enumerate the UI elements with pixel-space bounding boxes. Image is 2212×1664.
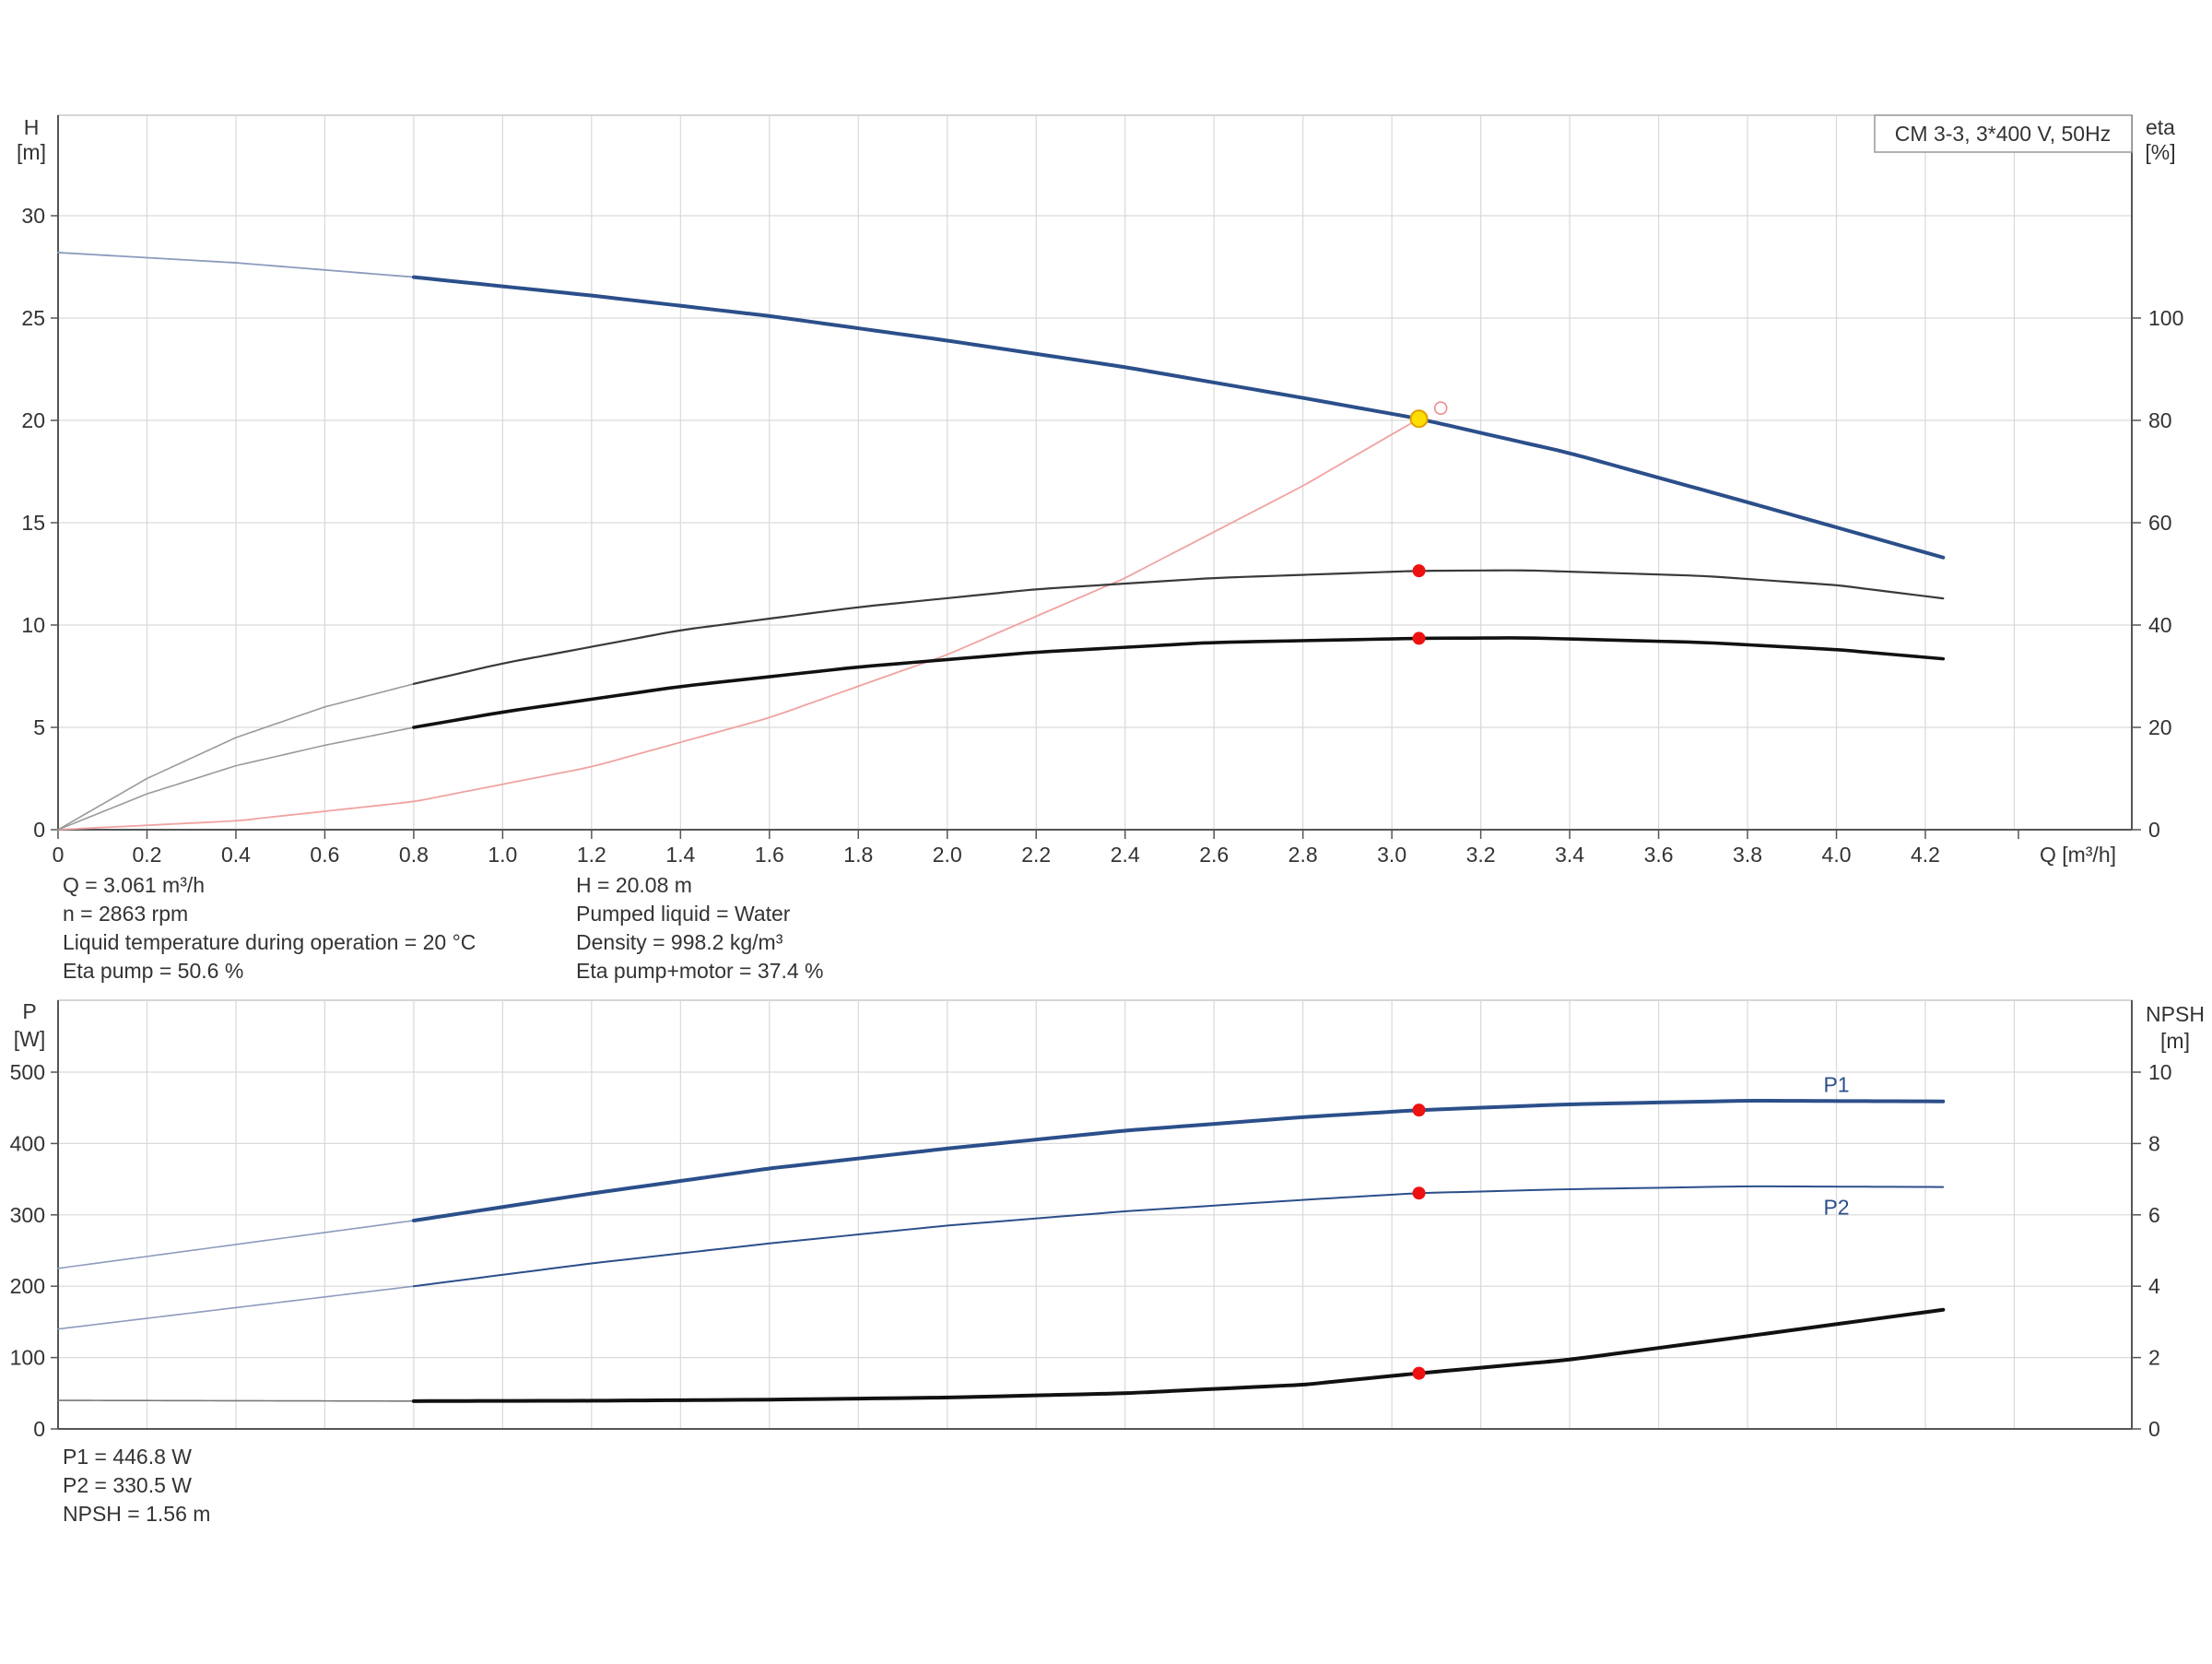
x-tick-label: 2.4 bbox=[1111, 843, 1140, 867]
operating-point-marker bbox=[1409, 409, 1429, 429]
x-tick-label: 0.4 bbox=[221, 843, 251, 867]
y-left-tick-label: 20 bbox=[21, 408, 45, 432]
x-tick-label: 1.0 bbox=[488, 843, 517, 867]
y-left-tick-label: 0 bbox=[33, 818, 45, 842]
y-left-tick-label: 25 bbox=[21, 306, 45, 330]
x-tick-label: 2.8 bbox=[1288, 843, 1318, 867]
info-p1: P1 = 446.8 W bbox=[63, 1445, 192, 1469]
info-eta-pump-motor: Eta pump+motor = 37.4 % bbox=[576, 959, 824, 983]
x-tick-label: 1.6 bbox=[755, 843, 784, 867]
info-p2: P2 = 330.5 W bbox=[63, 1473, 192, 1497]
bottom-y-right-tick-label: 10 bbox=[2148, 1060, 2172, 1084]
x-tick-label: 3.0 bbox=[1377, 843, 1406, 867]
x-tick-label: 1.8 bbox=[843, 843, 873, 867]
info-flow: Q = 3.061 m³/h bbox=[63, 873, 206, 897]
y-left-axis-title: H bbox=[24, 115, 40, 139]
x-tick-label: 2.6 bbox=[1199, 843, 1229, 867]
x-tick-label: 1.4 bbox=[665, 843, 695, 867]
p2-curve-line bbox=[412, 1185, 1945, 1288]
y-right-tick-label: 20 bbox=[2148, 715, 2172, 739]
bottom-y-right-tick-label: 4 bbox=[2148, 1274, 2160, 1298]
info-speed: n = 2863 rpm bbox=[63, 902, 189, 926]
x-tick-label: 1.2 bbox=[577, 843, 606, 867]
bottom-y-left-axis-title: P bbox=[22, 999, 36, 1023]
bottom-y-left-tick-label: 500 bbox=[10, 1060, 45, 1084]
x-tick-label: 3.8 bbox=[1733, 843, 1762, 867]
bottom-y-left-tick-label: 0 bbox=[33, 1417, 45, 1441]
bottom-y-left-tick-label: 300 bbox=[10, 1203, 45, 1227]
x-axis-label: Q [m³/h] bbox=[2040, 843, 2116, 867]
info-pumped-liquid: Pumped liquid = Water bbox=[576, 902, 791, 926]
y-right-tick-label: 40 bbox=[2148, 613, 2172, 637]
y-left-axis-unit: [m] bbox=[17, 140, 46, 164]
qh-curve-line bbox=[411, 275, 1946, 560]
eta-total-point-marker bbox=[1412, 631, 1426, 645]
y-right-axis-title: eta bbox=[2146, 115, 2175, 139]
bottom-y-right-tick-label: 6 bbox=[2148, 1203, 2160, 1227]
p1-series-label: P1 bbox=[1823, 1073, 1849, 1097]
y-right-tick-label: 100 bbox=[2148, 306, 2183, 330]
x-tick-label: 3.6 bbox=[1644, 843, 1674, 867]
bottom-y-right-tick-label: 8 bbox=[2148, 1131, 2160, 1155]
top-info-left: Q = 3.061 m³/h n = 2863 rpm Liquid tempe… bbox=[63, 871, 476, 985]
legend-box bbox=[1874, 114, 2133, 153]
x-tick-label: 4.2 bbox=[1911, 843, 1940, 867]
bottom-info: P1 = 446.8 W P2 = 330.5 W NPSH = 1.56 m bbox=[63, 1443, 210, 1528]
eta-total-extension-line bbox=[57, 726, 415, 831]
top-info-right: H = 20.08 m Pumped liquid = Water Densit… bbox=[576, 871, 824, 985]
y-left-tick-label: 15 bbox=[21, 511, 45, 535]
npsh-point-marker bbox=[1412, 1366, 1426, 1380]
info-eta-pump: Eta pump = 50.6 % bbox=[63, 959, 244, 983]
bottom-y-left-tick-label: 100 bbox=[10, 1346, 45, 1370]
bottom-y-left-tick-label: 400 bbox=[10, 1131, 45, 1155]
qh-curve-extension-line bbox=[57, 252, 415, 278]
x-tick-label: 2.0 bbox=[933, 843, 962, 867]
eta-pump-point-marker bbox=[1412, 564, 1426, 578]
p2-series-label: P2 bbox=[1823, 1196, 1849, 1220]
y-left-tick-label: 30 bbox=[21, 204, 45, 228]
eta-pump-line bbox=[412, 569, 1945, 685]
requested-duty-point bbox=[1433, 401, 1448, 415]
npsh-extension-line bbox=[57, 1399, 415, 1402]
x-tick-label: 0 bbox=[53, 843, 65, 867]
x-tick-label: 0.6 bbox=[310, 843, 339, 867]
p2-point-marker bbox=[1412, 1186, 1426, 1200]
y-left-tick-label: 10 bbox=[21, 613, 45, 637]
y-right-tick-label: 60 bbox=[2148, 511, 2172, 535]
y-right-tick-label: 80 bbox=[2148, 408, 2172, 432]
eta-total-line bbox=[412, 636, 1946, 729]
bottom-y-right-tick-label: 0 bbox=[2148, 1417, 2160, 1441]
info-density: Density = 998.2 kg/m³ bbox=[576, 930, 783, 954]
x-tick-label: 3.4 bbox=[1555, 843, 1584, 867]
legend-box-text: CM 3-3, 3*400 V, 50Hz bbox=[1895, 122, 2111, 146]
top-chart-frame bbox=[57, 114, 2133, 831]
y-right-tick-label: 0 bbox=[2148, 818, 2160, 842]
bottom-y-right-axis-title: NPSH bbox=[2146, 1002, 2205, 1026]
system-curve-line bbox=[57, 418, 1420, 831]
p2-extension-line bbox=[57, 1285, 415, 1330]
bottom-y-right-axis-unit: [m] bbox=[2160, 1029, 2190, 1053]
p1-curve-line bbox=[411, 1099, 1946, 1222]
info-npsh: NPSH = 1.56 m bbox=[63, 1502, 211, 1526]
bottom-y-left-axis-unit: [W] bbox=[14, 1027, 46, 1051]
bottom-y-left-tick-label: 200 bbox=[10, 1274, 45, 1298]
x-tick-label: 4.0 bbox=[1822, 843, 1852, 867]
x-tick-label: 3.2 bbox=[1466, 843, 1496, 867]
p1-extension-line bbox=[57, 1220, 415, 1269]
eta-pump-extension-line bbox=[57, 683, 415, 831]
x-tick-label: 2.2 bbox=[1021, 843, 1051, 867]
y-right-axis-unit: [%] bbox=[2145, 140, 2175, 164]
p1-point-marker bbox=[1412, 1103, 1426, 1117]
y-left-tick-label: 5 bbox=[33, 715, 45, 739]
bottom-y-right-tick-label: 2 bbox=[2148, 1346, 2160, 1370]
x-tick-label: 0.8 bbox=[399, 843, 429, 867]
npsh-curve-line bbox=[411, 1307, 1946, 1403]
info-liquid-temperature: Liquid temperature during operation = 20… bbox=[63, 930, 477, 954]
info-head: H = 20.08 m bbox=[576, 873, 692, 897]
x-tick-label: 0.2 bbox=[132, 843, 161, 867]
